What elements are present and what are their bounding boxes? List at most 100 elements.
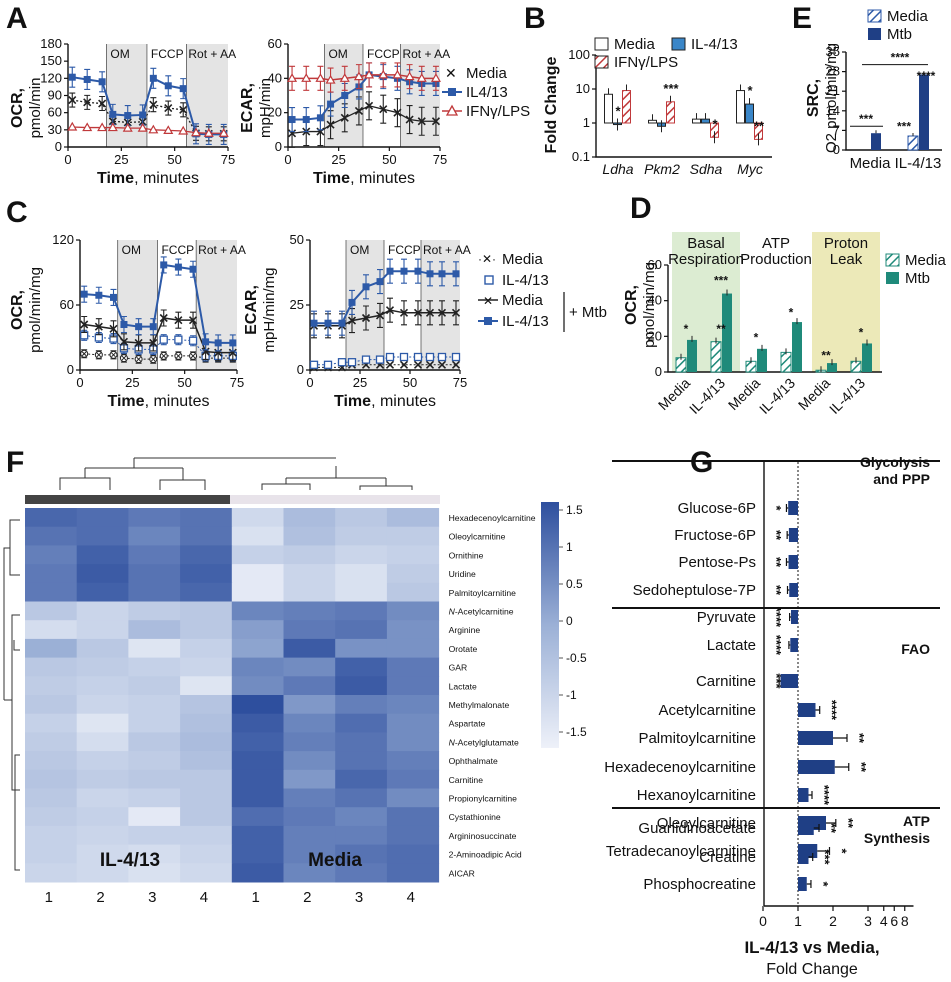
c-ocr-series-1-point-8: [188, 336, 198, 345]
f-cell-8-4: [231, 657, 284, 677]
f-cell-18-5: [283, 844, 336, 864]
b-cat-1: Pkm2: [644, 161, 680, 177]
e-ytick-1: 7: [833, 122, 840, 137]
f-cell-16-4: [231, 807, 284, 827]
d-group-atp-line1: ATP: [762, 235, 790, 252]
g-cat-13: Guanidinoacetate: [638, 820, 756, 837]
c-ecar-region-label-0: OM: [350, 243, 369, 257]
a-ecar-series-1-point-4: [341, 92, 349, 99]
g-bar-7: [798, 703, 816, 717]
c-ocr-series-3-point-3: [120, 321, 128, 328]
f-cell-8-6: [335, 657, 388, 677]
f-cell-13-7: [386, 751, 440, 771]
f-dendrogram: [3, 457, 440, 871]
c-ocr-series-3-point-9: [202, 338, 210, 346]
c-ocr-y-unit: pmol/min/mg: [27, 267, 44, 353]
f-cell-3-5: [283, 564, 336, 584]
c-ecar-ytick-1: 25: [290, 297, 304, 312]
a-ocr-x-title-bold: Time: [97, 170, 134, 187]
c-ecar-series-0-point-9: [425, 360, 435, 369]
c-ecar-series-1-point-11: [451, 352, 461, 362]
f-cell-9-1: [76, 676, 129, 696]
g-section-glycolysis-line2: and PPP: [873, 471, 930, 487]
e-cat-0: Media: [850, 155, 892, 172]
f-cell-1-5: [283, 526, 336, 546]
f-cell-19-0: [25, 863, 78, 883]
f-cell-15-4: [231, 788, 284, 808]
b-ytick-1: 1: [583, 115, 590, 130]
g-err-0: [785, 504, 789, 512]
c-ecar-region-label-1: FCCP: [388, 243, 421, 257]
f-cell-18-7: [386, 844, 440, 864]
c-ocr-series-0-point-2-x: [111, 352, 116, 358]
c-ecar-series-2-point-10: [437, 308, 447, 317]
g-xtick-3: 3: [864, 913, 872, 929]
d-legend-mtb: Mtb: [905, 270, 930, 287]
c-legend-marker-media: ·✕·: [478, 252, 496, 266]
g-section-atp-line2: Synthesis: [864, 830, 930, 846]
a-ecar-series-2-point-5: [353, 71, 364, 81]
f-cell-15-3: [180, 788, 233, 808]
e-legend-mtb: Mtb: [887, 26, 912, 43]
g-err-11: [826, 819, 837, 827]
a-ecar-series-0-point-0: [287, 129, 297, 138]
c-ocr-series-3-point-2: [109, 293, 117, 301]
f-row-label-8: GAR: [449, 663, 468, 673]
f-cell-16-3: [180, 807, 233, 827]
a-ecar-series-0-point-6: [365, 101, 374, 110]
a-ecar-series-2-point-4: [339, 73, 350, 82]
d-ytick-3: 60: [648, 257, 662, 272]
a-ocr-series-1-point-4: [124, 112, 132, 120]
b-ytick-3: 100: [568, 47, 590, 62]
d-legend-swatch-media: [885, 253, 900, 267]
a-ecar-series-2-point-9: [404, 71, 415, 81]
a-ocr-series-1-point-7: [164, 82, 172, 90]
f-cell-17-3: [180, 825, 233, 846]
e-legend-media: Media: [887, 8, 929, 25]
c-ocr-series-3-point-5: [149, 323, 157, 331]
f-colorbar-tick-5: -1: [566, 688, 577, 702]
d-sig-0: *: [684, 322, 689, 336]
a-ocr-series-0-point-8: [179, 105, 188, 114]
f-cell-1-6: [335, 526, 388, 546]
c-ecar-x-title: Time, minutes: [334, 393, 436, 410]
d-cat-5: IL-4/13: [826, 375, 868, 417]
c-ecar-series-1-point-2: [337, 358, 347, 367]
a-ocr-series-1-point-6: [149, 74, 157, 82]
f-cell-13-1: [76, 751, 129, 771]
f-cell-18-6: [335, 844, 388, 864]
a-ecar-series-0-point-10: [417, 117, 426, 126]
c-ocr-series-2-point-0: [80, 320, 89, 329]
g-bar-1: [788, 528, 798, 542]
c-ecar-series-0-point-8: [413, 360, 423, 369]
c-ecar-series-0-point-10: [437, 360, 447, 369]
f-row-label-12-italic: N: [449, 737, 456, 747]
c-ocr-series-2-point-5: [149, 338, 158, 347]
f-cell-8-5: [283, 657, 336, 677]
e-ytick-3: 21: [826, 83, 840, 98]
g-cat-6: Carnitine: [696, 673, 756, 690]
c-ecar-y-title: ECAR,: [243, 285, 260, 335]
f-cell-2-1: [76, 545, 129, 565]
a-ocr-series-1-point-8: [179, 85, 187, 93]
c-legend-media-mtb: Media: [502, 292, 544, 309]
c-ocr-series-0-point-3-x: [121, 355, 127, 361]
f-row-label-14: Carnitine: [449, 775, 484, 785]
a-ocr-series-2-point-9: [190, 127, 202, 137]
f-cell-5-4: [231, 601, 284, 621]
a-ecar-series-line-0: [291, 105, 436, 134]
f-row-label-3: Uridine: [449, 569, 476, 579]
f-cell-8-1: [76, 657, 129, 677]
d-bar-4-1: [827, 363, 837, 372]
b-legend-swatch-ifng: [594, 55, 609, 69]
f-cell-5-0: [25, 601, 78, 621]
a-ocr-series-2-point-10: [203, 128, 214, 137]
d-group-proton-line1: Proton: [824, 235, 868, 252]
d-cat-1: IL-4/13: [686, 375, 728, 417]
c-ocr-series-line-1: [84, 334, 233, 357]
f-row-label-6: Arginine: [449, 625, 481, 635]
f-cell-9-4: [231, 676, 284, 696]
a-ecar-series-0-point-2: [316, 127, 325, 136]
f-row-label-4: Palmitoylcarnitine: [449, 588, 517, 598]
c-ocr-series-2-point-11: [228, 348, 237, 357]
